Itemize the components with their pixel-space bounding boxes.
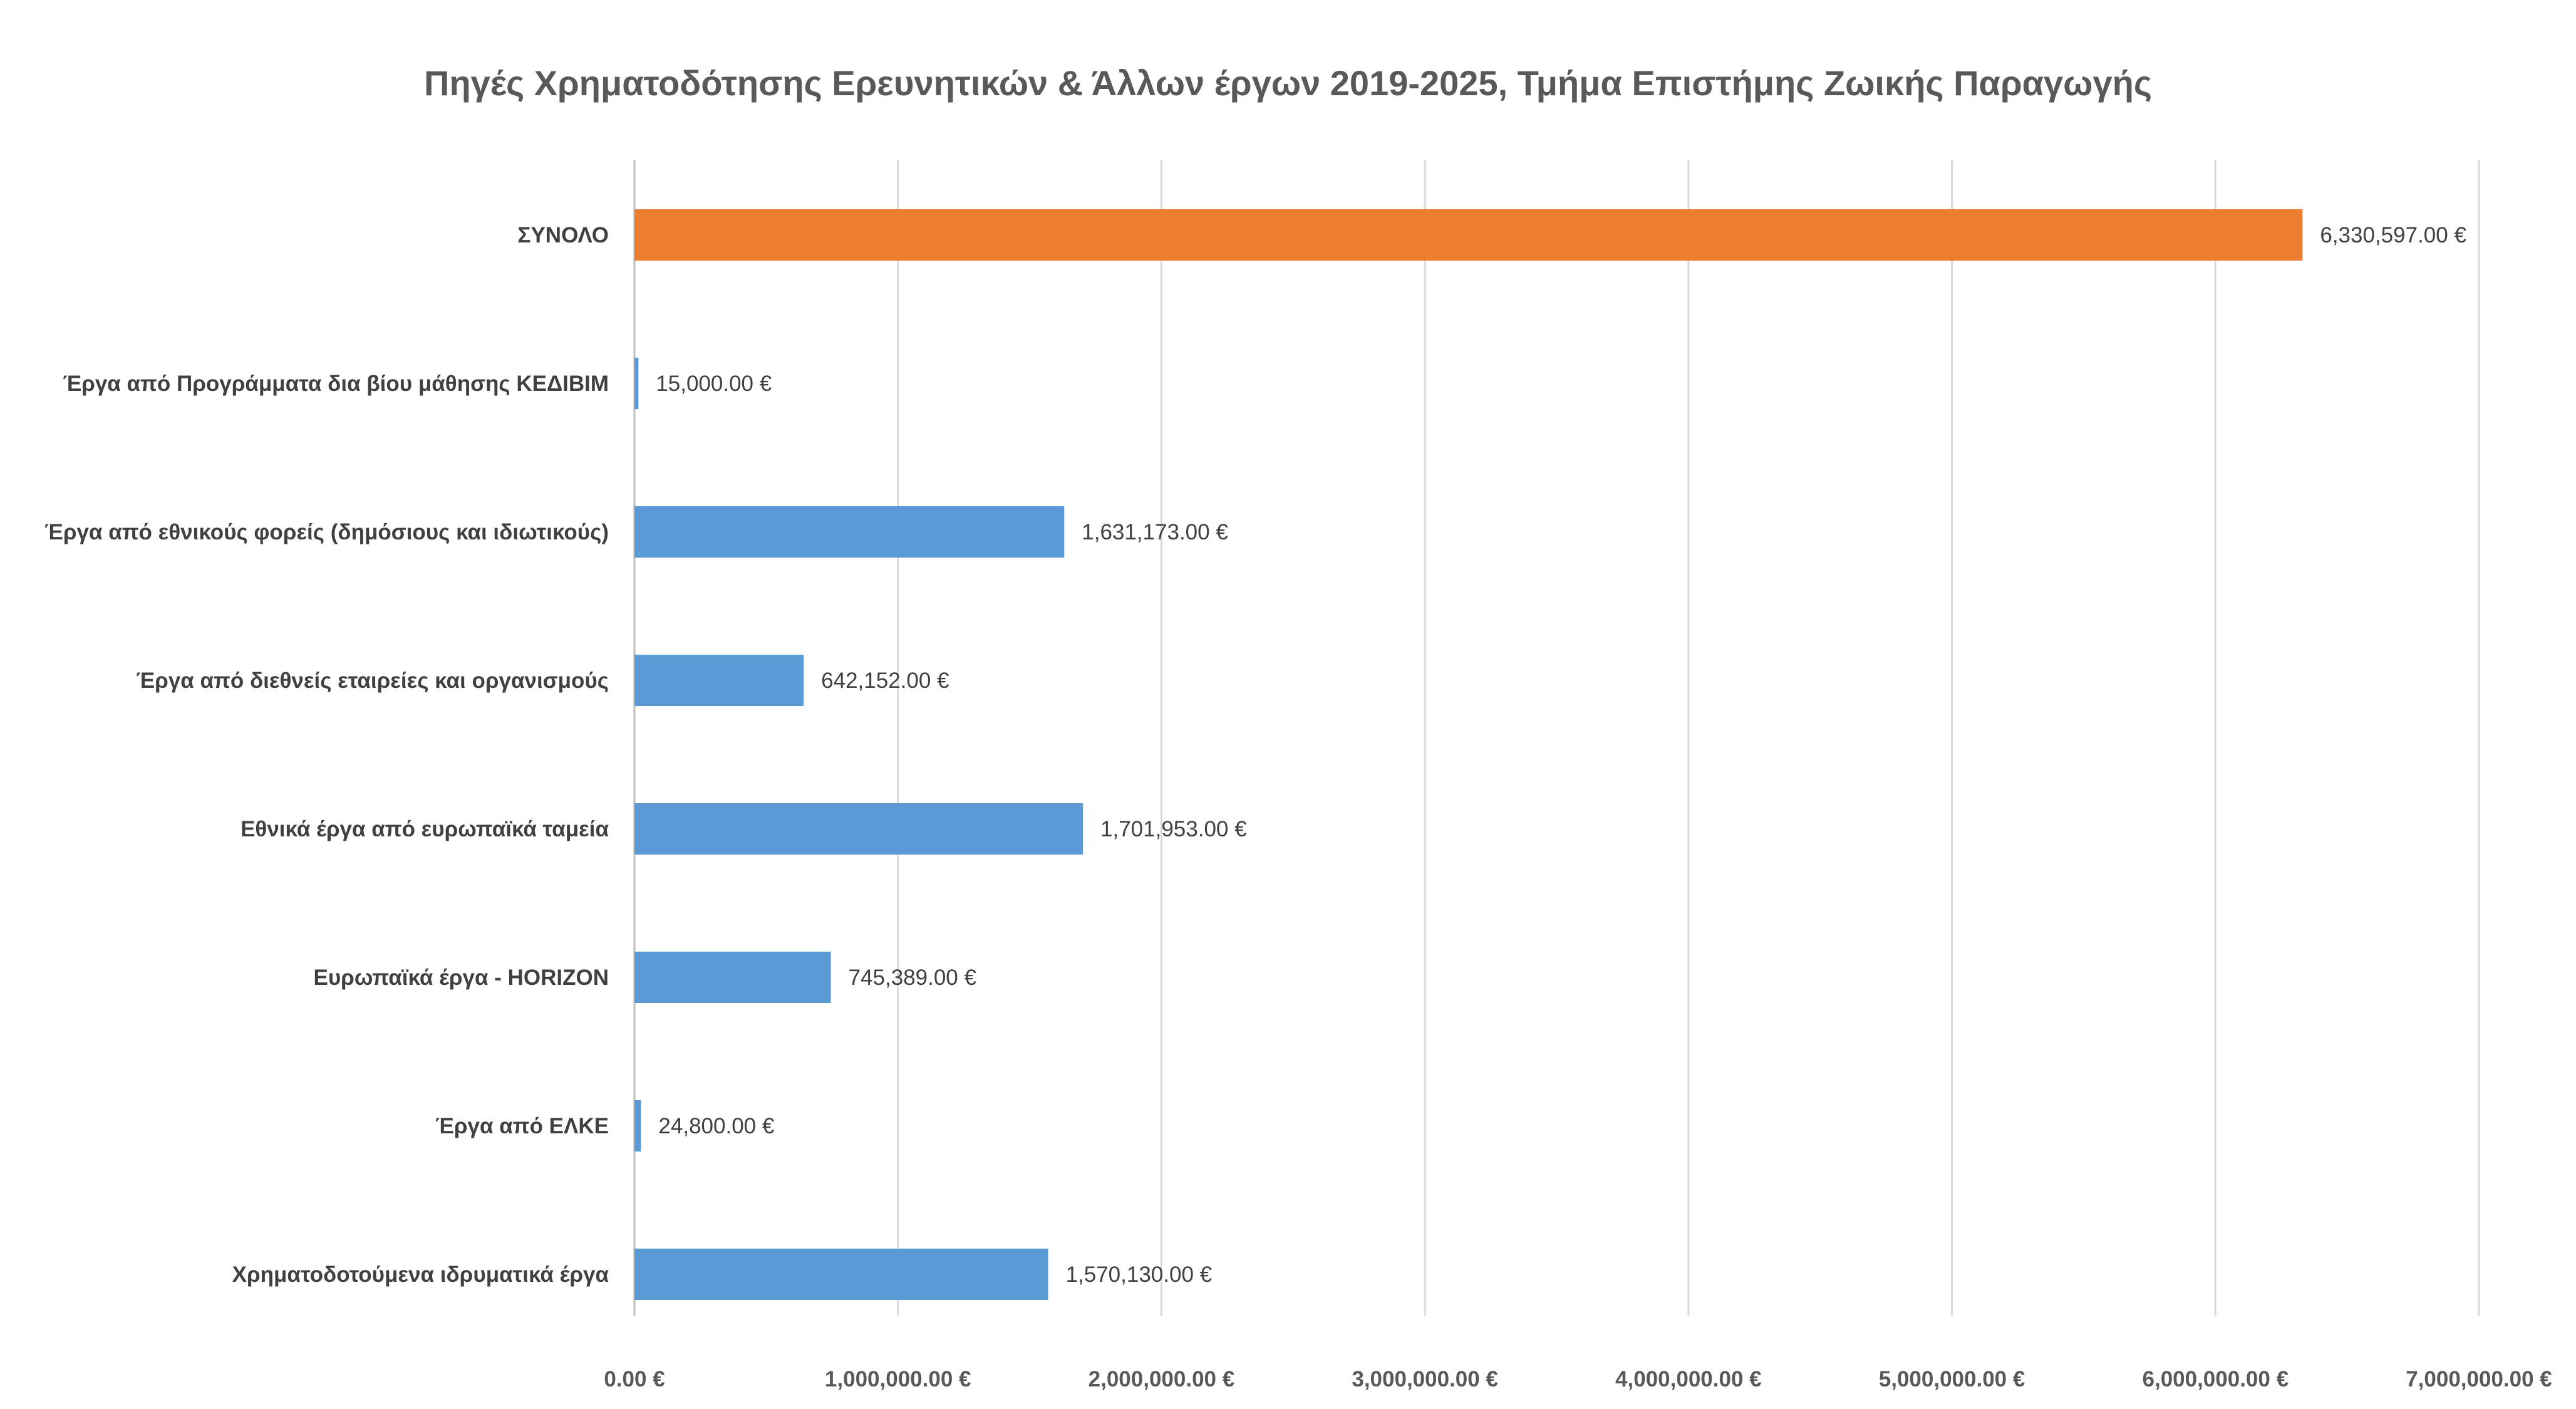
bar [634, 803, 1084, 855]
category-label: Εθνικά έργα από ευρωπαϊκά ταμεία [241, 817, 609, 841]
data-label: 15,000.00 € [656, 372, 772, 396]
x-tick-label: 4,000,000.00 € [1615, 1367, 1762, 1391]
labels: 0.00 € 1,000,000.00 € 2,000,000.00 € 3,000,… [44, 223, 2552, 1391]
category-label: ΣΥΝΟΛΟ [517, 223, 609, 247]
category-label: Χρηματοδοτούμενα ιδρυματικά έργα [232, 1262, 609, 1287]
data-label: 1,631,173.00 € [1082, 520, 1228, 544]
bar [634, 655, 804, 706]
x-tick-label: 1,000,000.00 € [825, 1367, 971, 1391]
category-label: Έργα από διεθνείς εταιρείες και οργανισμ… [136, 668, 609, 693]
x-tick-label: 6,000,000.00 € [2143, 1367, 2289, 1391]
category-label: Ευρωπαϊκά έργα - HORIZON [313, 965, 609, 990]
x-tick-label: 3,000,000.00 € [1352, 1367, 1498, 1391]
bar [634, 209, 2303, 261]
data-label: 1,701,953.00 € [1100, 817, 1247, 841]
category-label: Έργα από εθνικούς φορείς (δημόσιους και … [44, 520, 609, 544]
bar [634, 1249, 1048, 1300]
chart-title: Πηγές Χρηματοδότησης Ερευνητικών & Άλλων… [424, 63, 2152, 103]
bar [634, 952, 831, 1003]
x-tick-label: 5,000,000.00 € [1879, 1367, 2025, 1391]
bar [634, 1100, 641, 1152]
x-tick-label: 7,000,000.00 € [2406, 1367, 2552, 1391]
data-label: 1,570,130.00 € [1066, 1262, 1213, 1287]
data-label: 745,389.00 € [849, 965, 976, 990]
data-label: 6,330,597.00 € [2320, 223, 2466, 247]
data-label: 642,152.00 € [821, 668, 949, 693]
bar [634, 358, 639, 409]
bars [634, 209, 2303, 1300]
x-tick-label: 0.00 € [604, 1367, 665, 1391]
gridlines [633, 160, 2480, 1316]
bar [634, 506, 1065, 558]
data-label: 24,800.00 € [658, 1114, 774, 1138]
category-label: Έργα από ΕΛΚΕ [435, 1114, 609, 1138]
category-label: Έργα από Προγράμματα δια βίου μάθησης ΚΕ… [63, 372, 609, 396]
x-tick-label: 2,000,000.00 € [1089, 1367, 1235, 1391]
